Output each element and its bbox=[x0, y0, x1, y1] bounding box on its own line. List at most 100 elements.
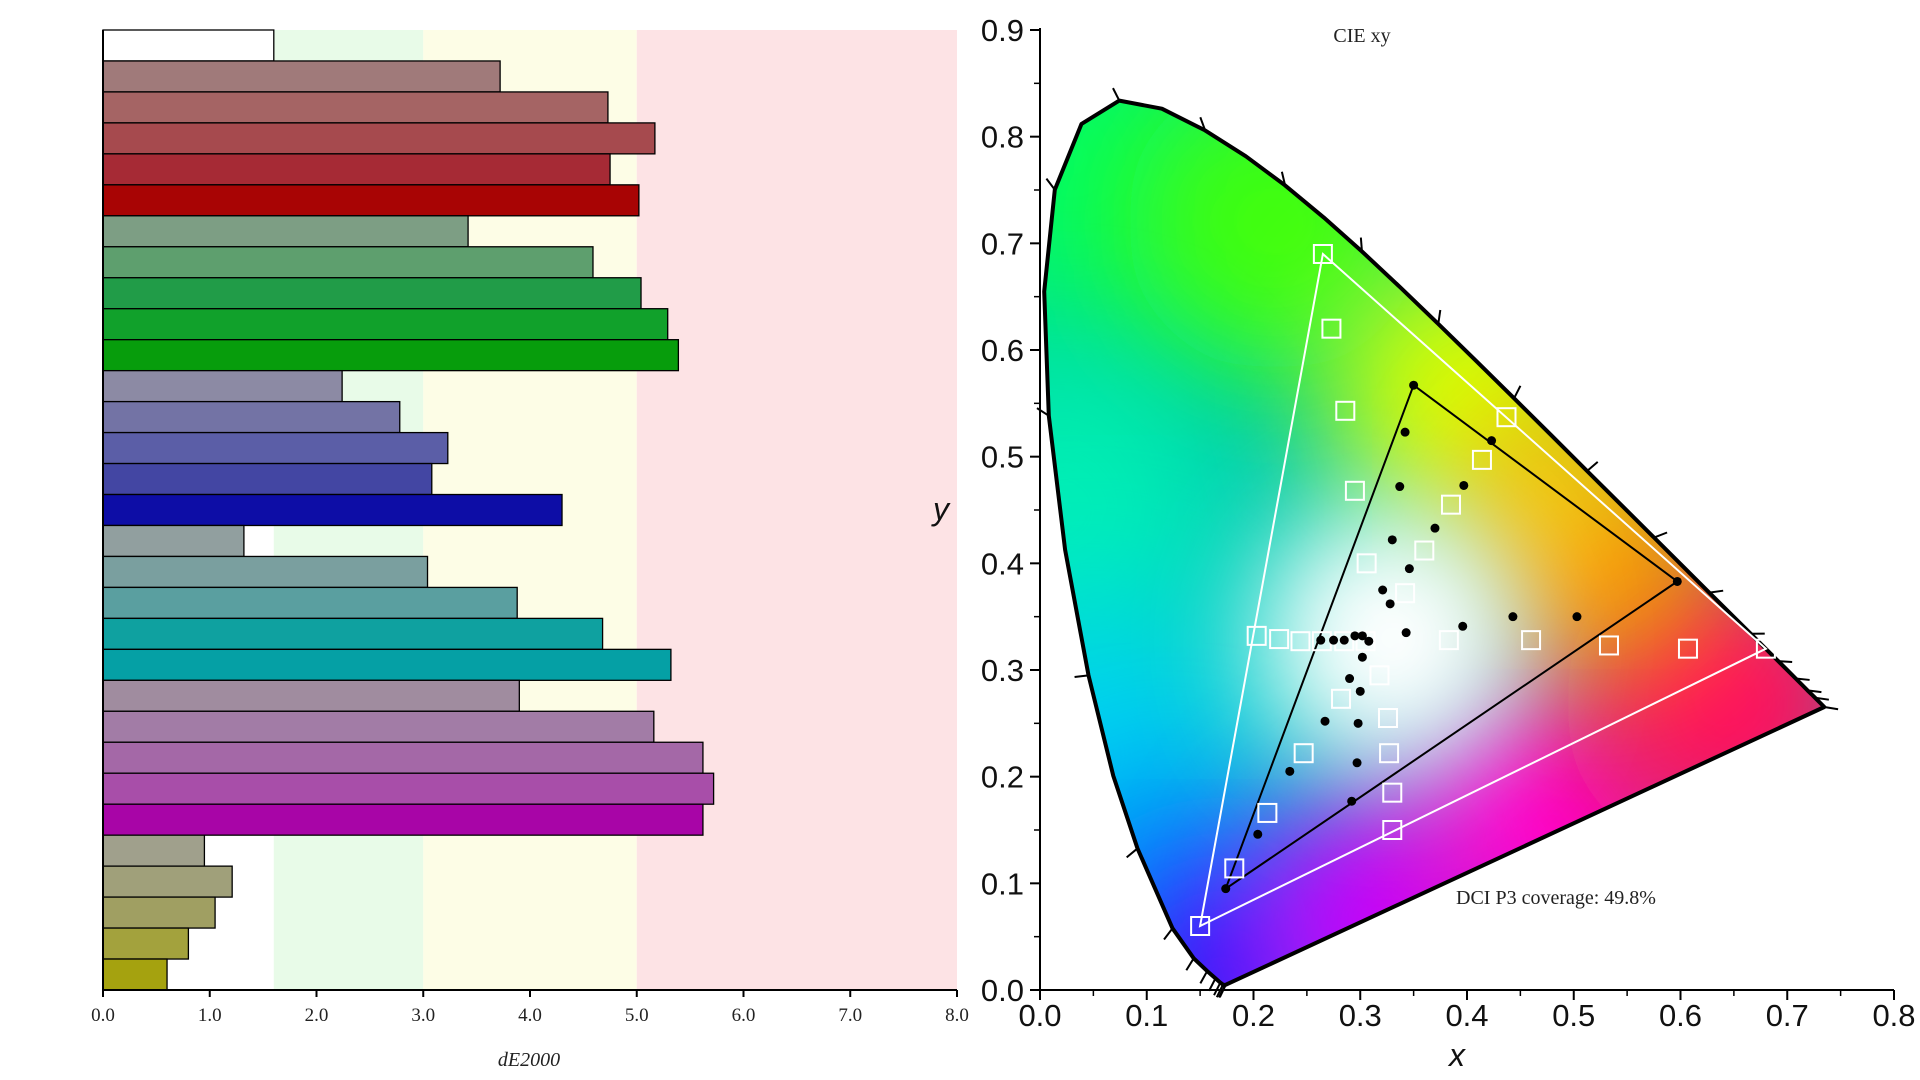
bar-x-tick-labels: 0.0 1.0 2.0 3.0 4.0 5.0 6.0 7.0 8.0 bbox=[91, 1005, 969, 1026]
cie-title: CIE xy bbox=[1333, 25, 1390, 47]
measured-dot bbox=[1320, 716, 1330, 726]
reference-gamut-triangle bbox=[1198, 252, 1768, 928]
target-square bbox=[1356, 553, 1377, 574]
target-square bbox=[1312, 244, 1333, 264]
wavelength-tick bbox=[1199, 970, 1209, 984]
target-square bbox=[1395, 583, 1416, 604]
target-square bbox=[1293, 743, 1314, 764]
bar-11 bbox=[102, 369, 343, 403]
target-square bbox=[1190, 916, 1211, 936]
target-square bbox=[1496, 407, 1517, 428]
bar-20 bbox=[102, 648, 672, 681]
cie-x-tick-label: 0.8 bbox=[1872, 998, 1915, 1033]
cie-y-tick-labels: 0.0 0.1 0.2 0.3 0.4 0.5 0.6 0.7 0.8 0.9 bbox=[981, 13, 1024, 1008]
bar-x-tick-label: 2.0 bbox=[305, 1005, 329, 1026]
bar-x-tick-label: 3.0 bbox=[411, 1005, 435, 1026]
wavelength-tick bbox=[1185, 957, 1195, 971]
bar-28 bbox=[102, 896, 216, 929]
bar-axes bbox=[102, 30, 958, 997]
cie-axes bbox=[1030, 28, 1895, 1000]
wavelength-tick bbox=[1709, 589, 1724, 594]
measured-dot bbox=[1357, 631, 1367, 641]
bar-14 bbox=[102, 462, 433, 496]
bar-29 bbox=[102, 927, 190, 960]
cie-y-tick-label: 0.1 bbox=[981, 866, 1024, 901]
measured-dot bbox=[1339, 635, 1349, 645]
cie-y-tick-label: 0.6 bbox=[981, 333, 1024, 368]
bar-x-tick-label: 6.0 bbox=[732, 1005, 756, 1026]
measured-dot bbox=[1353, 718, 1363, 728]
measured-dot bbox=[1345, 674, 1355, 684]
bar-16 bbox=[102, 524, 245, 558]
target-square bbox=[1224, 858, 1245, 879]
wavelength-tick bbox=[1213, 982, 1222, 996]
wavelength-tick bbox=[1126, 847, 1139, 859]
measured-dot bbox=[1329, 635, 1339, 645]
wavelength-tick bbox=[1163, 927, 1174, 941]
bar-12 bbox=[102, 400, 401, 434]
bar-13 bbox=[102, 431, 449, 465]
measured-dot bbox=[1347, 796, 1357, 806]
measured-dot bbox=[1378, 585, 1388, 595]
wavelength-tick bbox=[1218, 984, 1226, 998]
bar-9 bbox=[102, 308, 669, 341]
measured-dot bbox=[1285, 766, 1295, 776]
target-square bbox=[1471, 449, 1492, 470]
measured-dot bbox=[1459, 480, 1469, 490]
measured-dot bbox=[1430, 523, 1440, 533]
target-square bbox=[1321, 318, 1342, 339]
target-square bbox=[1355, 631, 1376, 652]
bar-10 bbox=[102, 339, 680, 372]
de2000-bar-chart: 0.0 1.0 2.0 3.0 4.0 5.0 6.0 7.0 8.0 dE2000 bbox=[91, 29, 969, 1071]
cie-x-tick-label: 0.0 bbox=[1018, 998, 1061, 1033]
bar-27 bbox=[102, 865, 233, 898]
measured-dot bbox=[1385, 599, 1395, 609]
bar-15 bbox=[102, 493, 563, 527]
target-square bbox=[1335, 400, 1356, 421]
cie-y-tick-label: 0.8 bbox=[981, 120, 1024, 155]
measured-dot bbox=[1572, 612, 1582, 622]
cie-xy-diagram: 0.0 0.1 0.2 0.3 0.4 0.5 0.6 0.7 0.8 0.0 0.1 0.2 0.3… bbox=[931, 13, 1916, 1073]
measured-dot bbox=[1364, 636, 1374, 646]
target-square bbox=[1257, 802, 1278, 823]
cie-x-tick-label: 0.5 bbox=[1552, 998, 1595, 1033]
wavelength-tick bbox=[1586, 461, 1599, 472]
bar-x-axis-label: dE2000 bbox=[498, 1049, 560, 1071]
cie-x-tick-label: 0.4 bbox=[1445, 998, 1488, 1033]
cie-y-tick-label: 0.9 bbox=[981, 13, 1024, 48]
bar-0 bbox=[102, 29, 275, 62]
cie-y-tick-label: 0.7 bbox=[981, 226, 1024, 261]
measured-dot bbox=[1401, 628, 1411, 638]
cie-y-tick-label: 0.4 bbox=[981, 546, 1024, 581]
wavelength-tick bbox=[1778, 660, 1793, 663]
target-square bbox=[1677, 638, 1698, 659]
target-square bbox=[1440, 494, 1461, 515]
cie-y-tick-label: 0.0 bbox=[981, 973, 1024, 1008]
wavelength-tick bbox=[1814, 696, 1830, 701]
target-square bbox=[1269, 629, 1290, 650]
bar-x-tick-label: 8.0 bbox=[945, 1005, 969, 1026]
bar-2 bbox=[102, 91, 609, 124]
bar-6 bbox=[102, 215, 469, 248]
bar-21 bbox=[102, 679, 520, 712]
bar-22 bbox=[102, 710, 655, 743]
measured-dot bbox=[1352, 758, 1362, 768]
cie-y-tick-label: 0.2 bbox=[981, 760, 1024, 795]
measured-dot bbox=[1357, 652, 1367, 662]
bar-1 bbox=[102, 60, 501, 93]
measured-dot bbox=[1487, 436, 1497, 446]
target-square bbox=[1382, 820, 1403, 840]
bar-x-tick-label: 7.0 bbox=[838, 1005, 862, 1026]
bar-17 bbox=[102, 555, 429, 589]
measured-points bbox=[1221, 380, 1682, 894]
wavelength-tick bbox=[1280, 171, 1287, 186]
wavelength-tick bbox=[1036, 407, 1050, 417]
wavelength-tick bbox=[1437, 309, 1442, 325]
bar-18 bbox=[102, 586, 518, 620]
wavelength-tick bbox=[1208, 977, 1217, 992]
cie-x-tick-label: 0.6 bbox=[1659, 998, 1702, 1033]
bar-x-tick-label: 1.0 bbox=[198, 1005, 222, 1026]
wavelength-tick bbox=[1045, 178, 1056, 191]
cie-x-axis-label: x bbox=[1447, 1037, 1466, 1073]
